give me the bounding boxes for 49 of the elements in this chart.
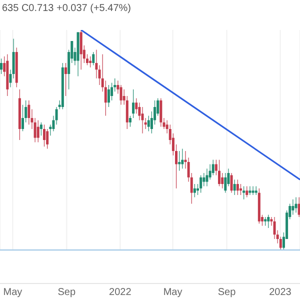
candlestick	[141, 106, 144, 134]
candlestick	[89, 56, 92, 68]
candlestick	[273, 216, 276, 240]
candlestick	[193, 184, 196, 198]
candlestick	[224, 172, 227, 194]
candlestick	[92, 52, 95, 66]
candlestick	[46, 128, 49, 150]
candlestick	[236, 179, 239, 196]
candlestick	[252, 186, 254, 196]
candlestick	[132, 89, 135, 118]
x-tick-label: 2023	[269, 287, 292, 298]
x-tick-label: Sep	[218, 287, 236, 298]
candlestick	[206, 168, 208, 186]
candlestick	[294, 196, 298, 213]
candlestick	[212, 160, 214, 176]
candlestick	[292, 199, 294, 216]
candlestick	[40, 122, 42, 136]
candlestick	[147, 116, 150, 132]
candlestick	[43, 124, 46, 147]
candlestick	[22, 104, 24, 132]
x-tick-label: May	[163, 287, 182, 298]
candlestick	[246, 186, 248, 198]
candlestick	[80, 30, 82, 70]
candlestick	[202, 172, 206, 186]
candlestick	[233, 179, 236, 196]
x-tick-label: 2022	[109, 287, 132, 298]
x-tick-label: May	[3, 287, 22, 298]
candlestick	[181, 148, 184, 169]
candlestick	[248, 186, 252, 196]
candlestick	[242, 186, 246, 200]
candlestick	[218, 160, 221, 186]
x-tick-label: Sep	[58, 287, 76, 298]
candlestick	[298, 196, 300, 218]
candlestick	[128, 116, 132, 128]
candlestick	[49, 124, 52, 136]
candlestick	[36, 120, 40, 142]
candlestick	[200, 174, 202, 194]
candlestick	[267, 214, 270, 228]
candlestick	[0, 58, 3, 74]
candlestick	[28, 100, 30, 125]
candlestick	[107, 84, 110, 108]
candlestick	[160, 98, 162, 128]
candlestick	[239, 184, 242, 196]
text: 635 C0.713 +0.037 (+5.47%)	[2, 3, 131, 14]
candlestick	[221, 172, 224, 189]
candlestick	[64, 62, 67, 96]
candlestick	[178, 150, 181, 172]
candlestick	[230, 172, 233, 194]
candlestick	[120, 84, 122, 106]
